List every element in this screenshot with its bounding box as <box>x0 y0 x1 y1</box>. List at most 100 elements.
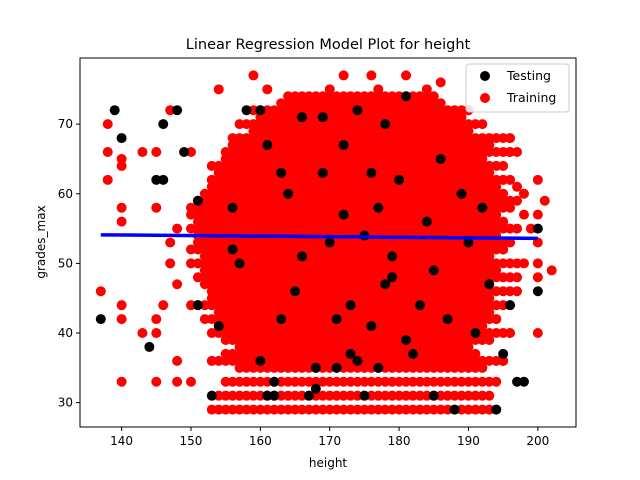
training-point <box>359 334 370 345</box>
training-point <box>435 98 446 109</box>
training-point <box>366 146 377 157</box>
training-point <box>401 279 412 290</box>
training-point <box>283 341 294 352</box>
training-point <box>407 341 418 352</box>
training-point <box>407 202 418 213</box>
training-point <box>442 244 453 255</box>
training-point <box>296 237 307 248</box>
training-point <box>498 244 509 255</box>
training-point <box>220 404 231 415</box>
training-point <box>227 251 238 262</box>
training-point <box>373 126 384 137</box>
training-point <box>296 209 307 220</box>
training-point <box>317 265 328 276</box>
training-point <box>491 265 502 276</box>
training-point <box>401 237 412 248</box>
training-point <box>248 160 259 171</box>
training-point <box>449 300 460 311</box>
training-point <box>421 84 432 95</box>
training-point <box>470 146 481 157</box>
training-point <box>428 258 439 269</box>
training-point <box>276 146 287 157</box>
training-point <box>352 251 363 262</box>
training-point <box>394 133 405 144</box>
training-point <box>303 91 314 102</box>
training-point <box>324 188 335 199</box>
training-point <box>484 272 495 283</box>
training-point <box>394 314 405 325</box>
training-point <box>352 362 363 373</box>
training-point <box>317 244 328 255</box>
training-point <box>248 300 259 311</box>
training-point <box>449 314 460 325</box>
training-point <box>366 181 377 192</box>
training-point <box>283 140 294 151</box>
training-point <box>234 265 245 276</box>
training-point <box>366 223 377 234</box>
training-point <box>234 167 245 178</box>
training-point <box>241 376 252 387</box>
training-point <box>276 355 287 366</box>
training-point <box>172 223 183 234</box>
training-point <box>491 133 502 144</box>
training-point <box>317 146 328 157</box>
testing-point <box>269 390 280 401</box>
training-point <box>331 251 342 262</box>
training-point <box>241 279 252 290</box>
training-point <box>498 272 509 283</box>
training-point <box>262 307 273 318</box>
training-point <box>213 237 224 248</box>
training-point <box>352 341 363 352</box>
training-point <box>206 174 217 185</box>
training-point <box>470 348 481 359</box>
training-point <box>255 341 266 352</box>
training-point <box>248 265 259 276</box>
training-point <box>394 334 405 345</box>
training-point <box>248 216 259 227</box>
training-point <box>227 153 238 164</box>
training-point <box>220 307 231 318</box>
training-point <box>366 293 377 304</box>
training-point <box>421 348 432 359</box>
training-point <box>324 334 335 345</box>
training-point <box>387 376 398 387</box>
training-point <box>241 307 252 318</box>
training-point <box>303 146 314 157</box>
training-point <box>255 362 266 373</box>
training-point <box>220 314 231 325</box>
training-point <box>269 328 280 339</box>
training-point <box>331 348 342 359</box>
training-point <box>428 216 439 227</box>
training-point <box>477 237 488 248</box>
training-point <box>401 202 412 213</box>
training-point <box>470 140 481 151</box>
training-point <box>283 279 294 290</box>
training-point <box>512 286 523 297</box>
training-point <box>491 300 502 311</box>
training-point <box>199 300 210 311</box>
training-point <box>262 160 273 171</box>
training-point <box>220 286 231 297</box>
training-point <box>255 272 266 283</box>
training-point <box>414 251 425 262</box>
training-point <box>248 341 259 352</box>
training-point <box>213 84 224 95</box>
training-point <box>303 167 314 178</box>
training-point <box>345 404 356 415</box>
training-point <box>470 272 481 283</box>
training-point <box>401 328 412 339</box>
training-point <box>414 105 425 116</box>
training-point <box>345 279 356 290</box>
training-point <box>456 314 467 325</box>
training-point <box>532 209 543 220</box>
training-point <box>227 237 238 248</box>
training-point <box>491 244 502 255</box>
training-point <box>338 133 349 144</box>
training-point <box>227 390 238 401</box>
training-point <box>206 188 217 199</box>
training-point <box>421 376 432 387</box>
training-point <box>401 244 412 255</box>
training-point <box>352 202 363 213</box>
training-point <box>366 286 377 297</box>
training-point <box>435 258 446 269</box>
